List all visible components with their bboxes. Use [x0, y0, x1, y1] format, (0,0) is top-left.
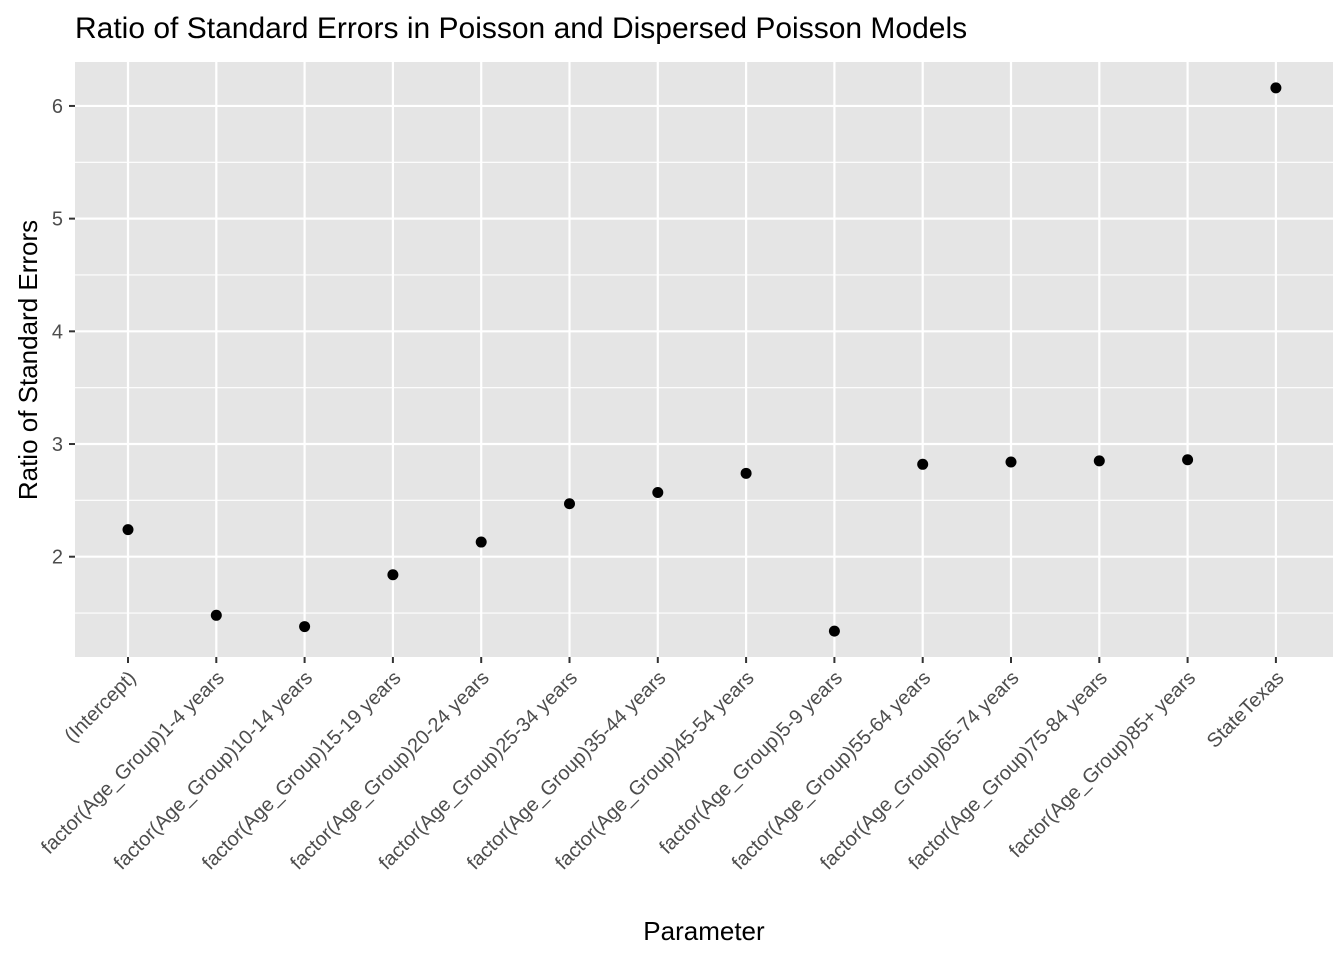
data-point	[652, 486, 664, 498]
y-tick-label: 3	[52, 434, 63, 456]
y-axis: 2 3 4 5 6	[52, 96, 75, 569]
x-tick-label: factor(Age_Group)85+ years	[1005, 667, 1200, 862]
x-tick-label: factor(Age_Group)1-4 years	[37, 667, 229, 859]
x-axis-title: Parameter	[643, 916, 765, 946]
x-tick-label: StateTexas	[1203, 667, 1289, 753]
data-point	[1270, 82, 1282, 94]
x-axis: (Intercept)factor(Age_Group)1-4 years fac…	[37, 657, 1288, 874]
data-point	[475, 536, 487, 548]
data-point	[1093, 455, 1105, 467]
y-tick-label: 2	[52, 547, 63, 569]
major-gridlines	[75, 62, 1333, 657]
data-point	[210, 609, 222, 621]
data-point	[299, 621, 311, 633]
x-tick-label: (Intercept)	[61, 667, 141, 747]
data-point	[122, 524, 134, 536]
plot-panel	[75, 62, 1333, 657]
data-point	[740, 467, 752, 479]
y-tick-label: 6	[52, 96, 63, 118]
y-axis-title: Ratio of Standard Errors	[13, 220, 43, 500]
data-point	[1005, 456, 1017, 468]
data-point	[564, 498, 575, 510]
data-point	[917, 458, 929, 470]
data-point	[828, 625, 840, 637]
chart-title: Ratio of Standard Errors in Poisson and …	[75, 12, 967, 45]
data-point	[1182, 454, 1194, 466]
data-point	[387, 569, 399, 581]
y-tick-label: 4	[52, 321, 63, 343]
x-tick-label: factor(Age_Group)5-9 years	[655, 667, 847, 859]
y-tick-label: 5	[52, 209, 63, 231]
data-points	[122, 82, 1282, 637]
minor-gridlines	[75, 161, 1333, 614]
